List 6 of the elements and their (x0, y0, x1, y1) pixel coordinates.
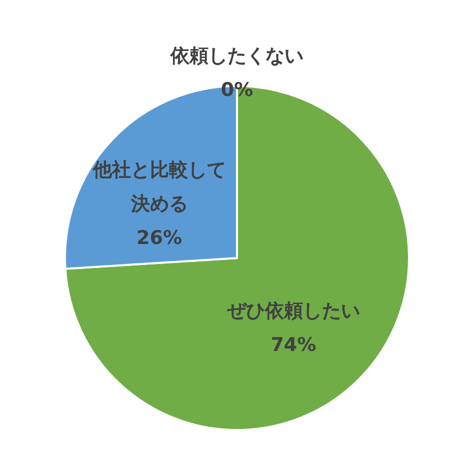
data-label: 26% (136, 227, 182, 249)
slice-label: 他社と比較して決める (92, 159, 226, 215)
category-label: 依頼したくない (170, 45, 304, 67)
slice-label: ぜひ依頼したい (226, 300, 360, 322)
data-label: 74% (270, 334, 316, 356)
text: 0% (220, 79, 254, 101)
